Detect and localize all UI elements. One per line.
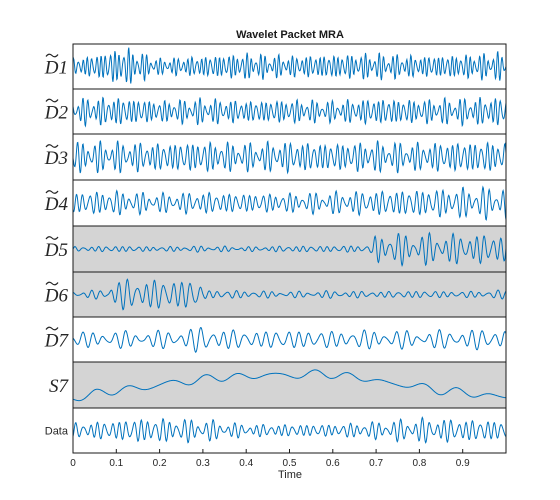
row-label-s7: S7 xyxy=(49,376,70,397)
mra-panels: D1 D2 D3 D4 D5 D6 D7 S7 Data xyxy=(44,43,507,454)
tilde-mark xyxy=(45,53,59,58)
x-axis-ticks: 0 0.1 0.2 0.3 0.4 0.5 0.6 0.7 0.8 0.9 xyxy=(70,449,470,469)
panel-d5: D5 xyxy=(44,225,507,273)
panel-background xyxy=(73,408,506,453)
series-line-d5 xyxy=(72,231,507,268)
tilde-mark xyxy=(45,326,59,331)
panel-d1: D1 xyxy=(44,43,507,90)
panel-background xyxy=(73,362,506,408)
tilde-mark xyxy=(45,98,59,103)
panel-d2: D2 xyxy=(44,88,507,135)
x-tick-label: 0.9 xyxy=(456,458,470,469)
x-tick-label: 0.4 xyxy=(239,458,253,469)
row-label-d7: D7 xyxy=(44,331,70,352)
x-axis-label: Time xyxy=(278,469,302,481)
series-line-d3 xyxy=(72,140,507,175)
row-label-d1: D1 xyxy=(44,58,68,79)
tilde-mark xyxy=(45,281,59,286)
panel-d3: D3 xyxy=(44,133,507,181)
x-tick-label: 0.3 xyxy=(196,458,210,469)
series-line-d6 xyxy=(72,278,507,311)
row-label-d2: D2 xyxy=(44,103,69,124)
tilde-mark xyxy=(45,190,59,194)
panel-background xyxy=(73,272,506,317)
row-label-d6: D6 xyxy=(44,286,69,307)
x-tick-label: 0.8 xyxy=(412,458,426,469)
row-label-d4: D4 xyxy=(44,194,69,215)
panel-background xyxy=(73,180,506,226)
series-line-d1 xyxy=(72,47,507,84)
panel-s7: S7 xyxy=(49,361,507,409)
series-line-d2 xyxy=(72,96,507,128)
row-label-d3: D3 xyxy=(44,148,68,169)
x-tick-label: 0.5 xyxy=(283,458,297,469)
tilde-mark xyxy=(45,236,59,240)
tilde-mark xyxy=(45,144,59,148)
chart-title: Wavelet Packet MRA xyxy=(236,29,344,41)
x-tick-label: 0.7 xyxy=(369,458,383,469)
x-tick-label: 0.2 xyxy=(153,458,167,469)
panel-d7: D7 xyxy=(44,316,507,363)
series-line-s7 xyxy=(72,369,507,402)
series-line-d7 xyxy=(72,326,507,353)
series-line-d4 xyxy=(72,185,507,221)
x-tick-label: 0 xyxy=(70,458,76,469)
series-line-data xyxy=(72,416,507,444)
row-label-d5: D5 xyxy=(44,240,68,261)
panel-background xyxy=(73,89,506,134)
panel-data: Data xyxy=(45,407,507,454)
x-tick-label: 0.1 xyxy=(109,458,123,469)
x-tick-label: 0.6 xyxy=(326,458,340,469)
panel-background xyxy=(73,226,506,272)
panel-d4: D4 xyxy=(44,179,507,227)
panel-d6: D6 xyxy=(44,271,507,318)
row-label-data: Data xyxy=(45,426,69,438)
